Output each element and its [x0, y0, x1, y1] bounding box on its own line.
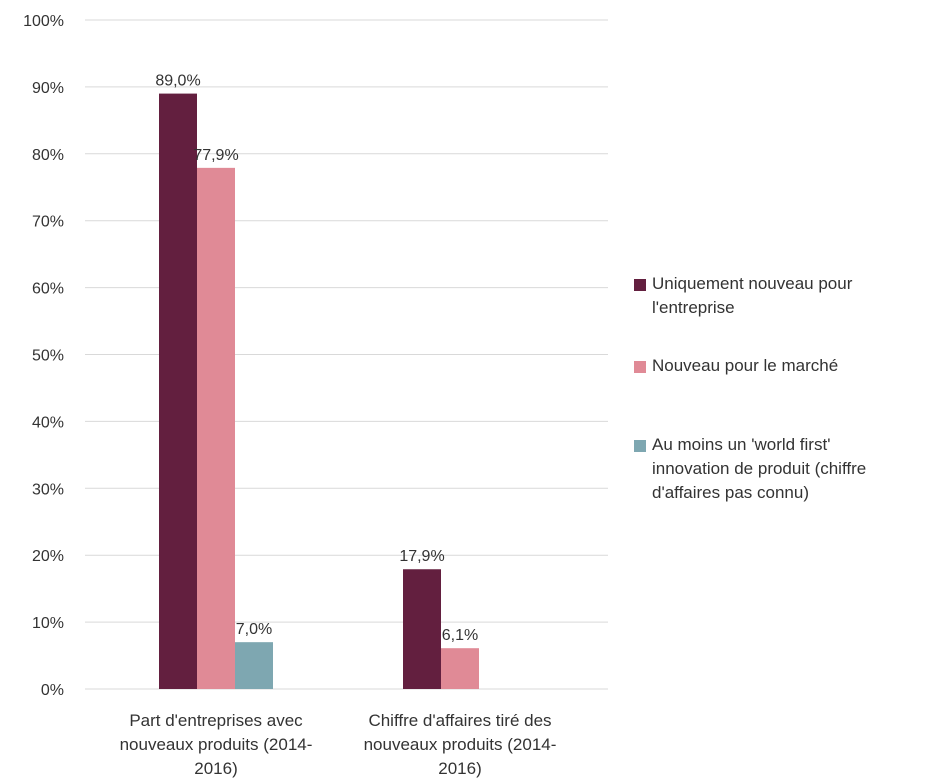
legend-label-world-first-line-2: innovation de produit (chiffre [652, 459, 867, 478]
bar-series-0-category-0 [159, 93, 197, 690]
y-tick-label-100: 100% [23, 13, 64, 30]
legend-label-world-first-line-1: Au moins un 'world first' [652, 435, 831, 454]
data-label-series-2-category-0: 7,0% [236, 621, 272, 638]
legend-item-world-first: Au moins un 'world first' innovation de … [634, 433, 926, 505]
legend-label-world-first-line-3: d'affaires pas connu) [652, 483, 809, 502]
legend-swatch-world-first [634, 440, 646, 452]
y-tick-label-40: 40% [32, 414, 64, 431]
legend-item-marche: Nouveau pour le marché [634, 354, 926, 378]
legend-label-entreprise-line-1: Uniquement nouveau pour [652, 274, 853, 293]
bar-series-1-category-1 [441, 648, 479, 689]
y-tick-label-90: 90% [32, 80, 64, 97]
category-label-1-line-0: Chiffre d'affaires tiré des [368, 711, 551, 730]
y-tick-label-50: 50% [32, 348, 64, 365]
category-label-0-line-2: 2016) [194, 759, 237, 778]
y-tick-label-60: 60% [32, 281, 64, 298]
data-label-series-1-category-0: 77,9% [193, 147, 238, 164]
data-label-series-0-category-1: 17,9% [399, 548, 444, 565]
y-tick-label-10: 10% [32, 615, 64, 632]
y-tick-label-30: 30% [32, 481, 64, 498]
legend: Uniquement nouveau pour l'entreprise Nou… [634, 272, 926, 539]
data-label-series-0-category-0: 89,0% [155, 73, 200, 90]
legend-swatch-entreprise [634, 279, 646, 291]
legend-label-marche: Nouveau pour le marché [652, 356, 839, 375]
bar-series-1-category-0 [197, 167, 235, 689]
category-label-0-line-0: Part d'entreprises avec [129, 711, 303, 730]
y-tick-label-0: 0% [41, 682, 64, 699]
category-label-1-line-2: 2016) [438, 759, 481, 778]
bar-series-0-category-1 [403, 569, 441, 689]
legend-swatch-marche [634, 361, 646, 373]
y-tick-label-80: 80% [32, 147, 64, 164]
y-tick-label-70: 70% [32, 214, 64, 231]
legend-label-entreprise-line-2: l'entreprise [652, 298, 735, 317]
data-label-series-1-category-1: 6,1% [442, 627, 478, 644]
category-label-1-line-1: nouveaux produits (2014- [364, 735, 557, 754]
bar-series-2-category-0 [235, 642, 273, 689]
y-tick-label-20: 20% [32, 548, 64, 565]
legend-item-entreprise: Uniquement nouveau pour l'entreprise [634, 272, 926, 320]
category-label-0-line-1: nouveaux produits (2014- [120, 735, 313, 754]
